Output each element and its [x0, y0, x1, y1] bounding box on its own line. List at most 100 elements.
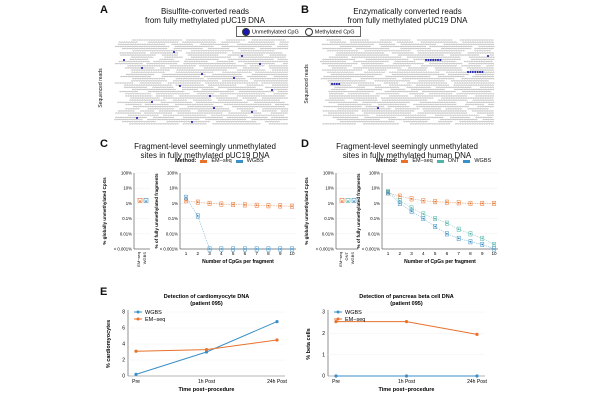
methylated-cpg-mark [191, 69, 193, 71]
methylated-cpg-mark [190, 105, 192, 108]
methylated-cpg-mark [447, 114, 449, 116]
methylated-cpg-mark [274, 78, 276, 80]
methylated-cpg-mark [372, 95, 374, 97]
methylated-cpg-mark [426, 82, 428, 84]
methylated-cpg-mark [239, 108, 241, 110]
methylated-cpg-mark [402, 97, 405, 99]
methylated-cpg-mark [239, 69, 241, 71]
methylated-cpg-mark [280, 93, 283, 95]
methylated-cpg-mark [356, 56, 358, 58]
methylated-cpg-mark [350, 65, 352, 67]
methylated-cpg-mark [339, 110, 342, 112]
methylated-cpg-mark [334, 67, 336, 69]
methylated-cpg-mark [262, 45, 265, 48]
methylated-cpg-mark [421, 86, 423, 88]
methylated-cpg-mark [134, 101, 136, 104]
methylated-cpg-mark [383, 71, 385, 73]
methylated-cpg-mark [332, 41, 334, 43]
methylated-cpg-mark [134, 123, 136, 125]
methylated-cpg-mark [259, 99, 261, 101]
methylated-cpg-mark [419, 69, 421, 71]
methylated-cpg-mark [467, 45, 470, 48]
methylated-cpg-mark [415, 43, 417, 45]
methylated-cpg-mark [483, 60, 485, 63]
methylated-cpg-mark [132, 58, 134, 61]
methylated-cpg-mark [258, 123, 260, 125]
methylated-cpg-mark [283, 112, 285, 114]
methylated-cpg-mark [188, 75, 190, 78]
methylated-cpg-mark [226, 97, 228, 99]
methylated-cpg-mark [446, 97, 448, 99]
methylated-cpg-mark [441, 101, 443, 104]
methylated-cpg-mark [283, 78, 286, 80]
methylated-cpg-mark [404, 39, 406, 41]
methylated-cpg-mark [418, 73, 420, 76]
methylated-cpg-mark [373, 88, 375, 91]
methylated-cpg-mark [356, 118, 358, 121]
methylated-cpg-mark [202, 80, 204, 82]
methylated-cpg-mark [399, 69, 402, 71]
methylated-cpg-mark [370, 43, 372, 45]
methylated-cpg-mark [264, 110, 266, 112]
methylated-cpg-mark [436, 78, 438, 80]
methylated-cpg-mark [391, 65, 394, 67]
methylated-cpg-mark [273, 75, 276, 78]
methylated-cpg-mark [476, 114, 478, 116]
methylated-cpg-mark [389, 95, 391, 97]
methylated-cpg-mark [459, 88, 461, 91]
methylated-cpg-mark [231, 60, 233, 63]
methylated-cpg-mark [480, 84, 482, 86]
methylated-cpg-mark [409, 75, 412, 78]
methylated-cpg-mark [279, 56, 281, 58]
methylated-cpg-mark [136, 101, 139, 104]
methylated-cpg-mark [271, 73, 273, 76]
methylated-cpg-mark [257, 65, 259, 67]
methylated-cpg-mark [329, 62, 331, 65]
methylated-cpg-mark [196, 41, 199, 43]
methylated-cpg-mark [378, 88, 380, 91]
methylated-cpg-mark [250, 56, 253, 58]
methylated-cpg-mark [147, 73, 150, 76]
methylated-cpg-mark [155, 80, 157, 82]
methylated-cpg-mark [365, 78, 368, 80]
methylated-cpg-mark [124, 101, 127, 104]
methylated-cpg-mark [131, 118, 133, 121]
methylated-cpg-mark [386, 65, 389, 67]
methylated-cpg-mark [432, 88, 435, 91]
methylated-cpg-mark [128, 73, 131, 76]
methylated-cpg-mark [211, 88, 213, 91]
methylated-cpg-mark [381, 43, 384, 45]
methylated-cpg-mark [227, 71, 229, 73]
methylated-cpg-mark [355, 52, 358, 54]
methylated-cpg-mark [142, 105, 145, 108]
methylated-cpg-mark [182, 114, 184, 116]
methylated-cpg-mark [410, 118, 412, 121]
methylated-cpg-mark [257, 112, 259, 114]
methylated-cpg-mark [217, 118, 219, 121]
methylated-cpg-mark [424, 43, 427, 45]
methylated-cpg-mark [466, 88, 468, 91]
methylated-cpg-mark [372, 101, 374, 104]
methylated-cpg-mark [480, 82, 483, 84]
methylated-cpg-mark [385, 75, 388, 78]
methylated-cpg-mark [470, 80, 472, 82]
methylated-cpg-mark [426, 75, 428, 78]
methylated-cpg-mark [466, 114, 468, 116]
methylated-cpg-mark [157, 86, 159, 88]
methylated-cpg-mark [400, 110, 402, 112]
methylated-cpg-mark [471, 58, 473, 61]
methylated-cpg-mark [414, 45, 416, 48]
methylated-cpg-mark [470, 97, 472, 99]
methylated-cpg-mark [199, 86, 201, 88]
methylated-cpg-mark [253, 110, 255, 112]
methylated-cpg-mark [364, 45, 366, 48]
methylated-cpg-mark [208, 67, 211, 69]
methylated-cpg-mark [273, 112, 275, 114]
methylated-cpg-mark [423, 105, 426, 108]
methylated-cpg-mark [138, 73, 140, 76]
methylated-cpg-mark [451, 45, 453, 48]
methylated-cpg-mark [411, 73, 413, 76]
methylated-cpg-mark [455, 105, 457, 108]
methylated-cpg-mark [144, 88, 146, 91]
methylated-cpg-mark [167, 67, 170, 69]
